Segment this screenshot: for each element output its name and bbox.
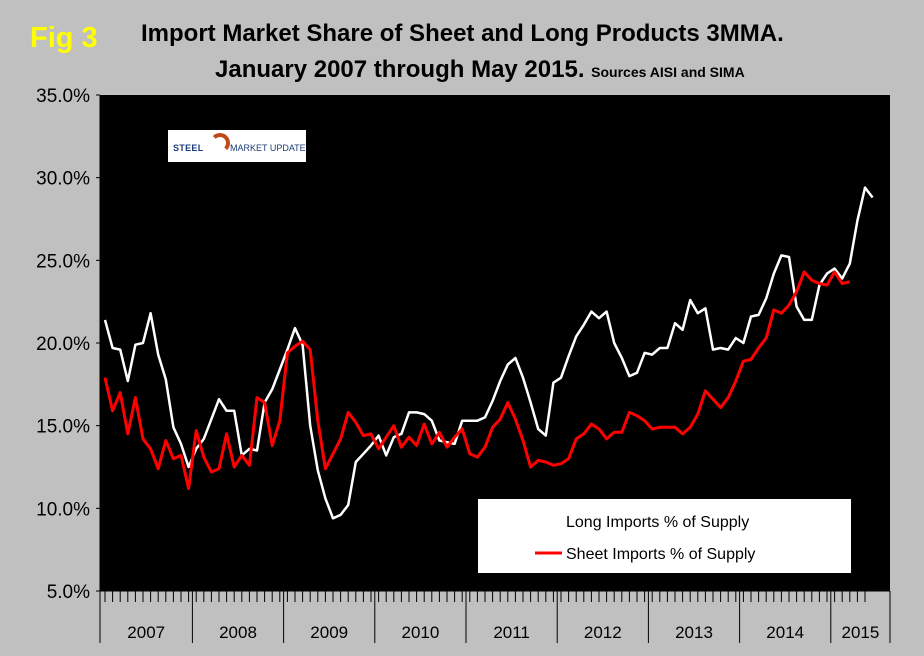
y-tick-label: 20.0% xyxy=(36,334,90,355)
logo-word1: STEEL xyxy=(173,143,204,153)
x-year-label: 2009 xyxy=(310,623,348,642)
logo-word2: MARKET UPDATE xyxy=(230,143,306,153)
y-tick-label: 35.0% xyxy=(36,86,90,107)
logo-arc-icon xyxy=(210,133,230,153)
legend: Long Imports % of Supply Sheet Imports %… xyxy=(478,499,851,573)
y-tick-label: 15.0% xyxy=(36,417,90,438)
y-axis-ticks: 5.0% 10.0% 15.0% 20.0% 25.0% 30.0% 35.0% xyxy=(36,86,100,603)
x-year-label: 2010 xyxy=(401,623,439,642)
x-year-label: 2007 xyxy=(127,623,165,642)
chart-title-line2-main: January 2007 through May 2015. xyxy=(215,56,585,83)
x-year-label: 2014 xyxy=(766,623,804,642)
figure-label: Fig 3 xyxy=(30,22,98,54)
y-tick-label: 30.0% xyxy=(36,169,90,190)
y-tick-label: 25.0% xyxy=(36,251,90,272)
y-tick-label: 10.0% xyxy=(36,499,90,520)
series-lines xyxy=(103,186,874,520)
steel-market-update-logo: STEEL MARKET UPDATE xyxy=(168,130,306,162)
x-year-label: 2011 xyxy=(493,623,530,642)
x-year-label: 2012 xyxy=(584,623,622,642)
legend-label-long: Long Imports % of Supply xyxy=(566,514,749,531)
chart-title-line2: January 2007 through May 2015. Sources A… xyxy=(215,56,745,84)
x-year-label: 2008 xyxy=(219,623,257,642)
chart-title-line1: Import Market Share of Sheet and Long Pr… xyxy=(141,20,784,47)
legend-label-sheet: Sheet Imports % of Supply xyxy=(566,546,755,563)
series-line-long xyxy=(103,186,874,520)
x-year-label: 2015 xyxy=(841,623,879,642)
source-note: Sources AISI and SIMA xyxy=(591,64,745,80)
y-tick-label: 5.0% xyxy=(47,582,90,603)
legend-box xyxy=(478,499,851,573)
series-line-sheet xyxy=(103,270,851,490)
x-year-label: 2013 xyxy=(675,623,713,642)
x-axis: 2007 2008 2009 2010 2011 2012 2013 2014 2015 xyxy=(99,95,891,643)
